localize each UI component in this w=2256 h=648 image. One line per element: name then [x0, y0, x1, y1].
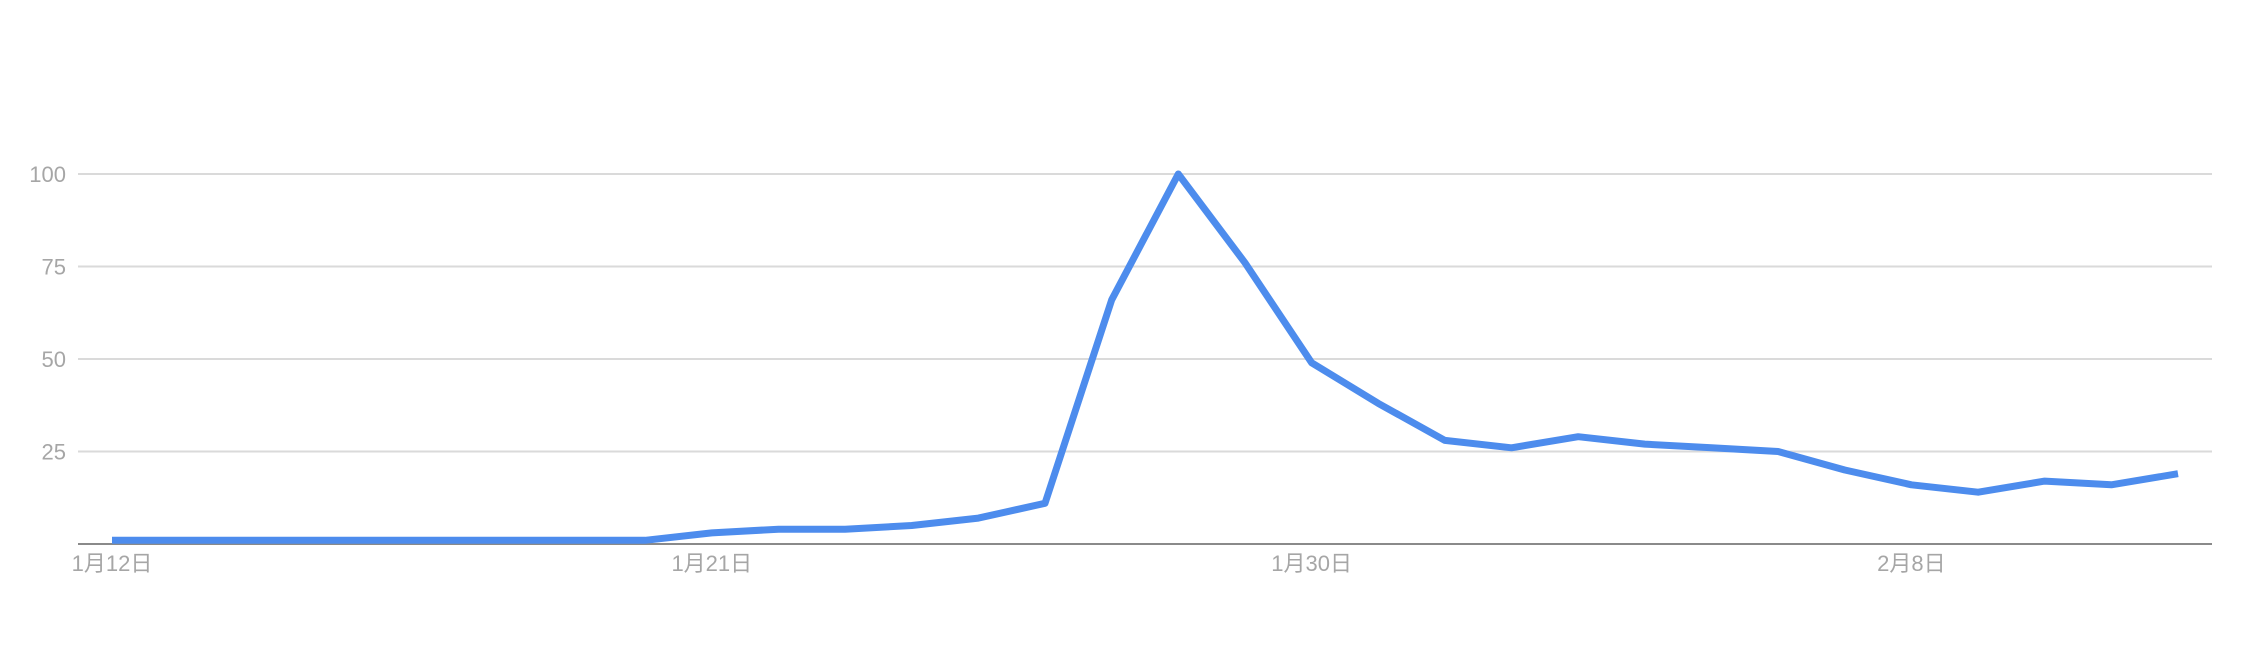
series-line: [112, 170, 2179, 544]
data-point[interactable]: [576, 537, 582, 543]
data-point[interactable]: [1642, 441, 1648, 447]
data-point[interactable]: [1109, 297, 1115, 303]
data-point[interactable]: [1509, 445, 1515, 451]
data-point[interactable]: [509, 537, 515, 543]
data-point[interactable]: [2175, 471, 2181, 477]
data-point[interactable]: [1775, 449, 1781, 455]
y-tick-label: 75: [42, 255, 66, 280]
data-point[interactable]: [1708, 445, 1714, 451]
data-point[interactable]: [1975, 489, 1981, 495]
data-point[interactable]: [1575, 434, 1581, 440]
data-point[interactable]: [1309, 360, 1315, 366]
y-tick-label: 25: [42, 440, 66, 465]
gridlines: [78, 173, 2212, 453]
data-point[interactable]: [1042, 500, 1048, 506]
data-point[interactable]: [242, 537, 248, 543]
data-point[interactable]: [1175, 171, 1181, 177]
data-point[interactable]: [376, 537, 382, 543]
data-point[interactable]: [642, 537, 648, 543]
data-point[interactable]: [842, 526, 848, 532]
data-point[interactable]: [1908, 482, 1914, 488]
point-layer: [109, 171, 2181, 543]
y-tick-label: 50: [42, 347, 66, 372]
data-point[interactable]: [1375, 400, 1381, 406]
x-axis-ticks: 1月12日 1月21日 1月30日 2月8日: [72, 551, 1946, 576]
data-point[interactable]: [709, 530, 715, 536]
data-point[interactable]: [1442, 437, 1448, 443]
data-point[interactable]: [1842, 467, 1848, 473]
data-point[interactable]: [109, 537, 115, 543]
y-tick-label: 100: [29, 162, 66, 187]
x-tick-label: 1月30日: [1271, 551, 1352, 576]
data-point[interactable]: [775, 526, 781, 532]
x-tick-label: 1月21日: [671, 551, 752, 576]
x-tick-label: 1月12日: [72, 551, 153, 576]
data-point[interactable]: [909, 523, 915, 529]
data-point[interactable]: [2042, 478, 2048, 484]
series-layer: [112, 170, 2179, 544]
data-point[interactable]: [176, 537, 182, 543]
data-point[interactable]: [442, 537, 448, 543]
y-axis-ticks: 25 50 75 100: [29, 162, 66, 465]
x-tick-label: 2月8日: [1877, 551, 1945, 576]
data-point[interactable]: [1242, 260, 1248, 266]
data-point[interactable]: [975, 515, 981, 521]
data-point[interactable]: [2108, 482, 2114, 488]
data-point[interactable]: [309, 537, 315, 543]
